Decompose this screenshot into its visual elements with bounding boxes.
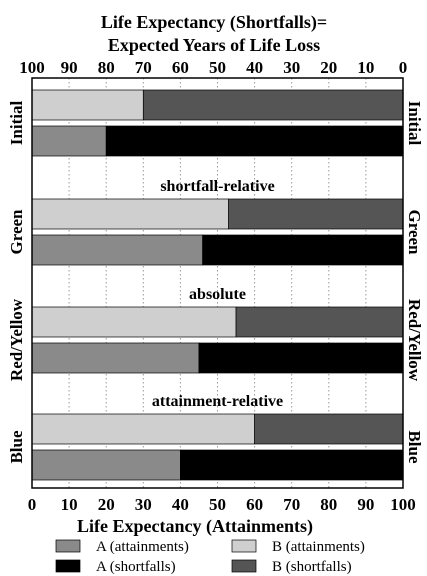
bar-b-attainment xyxy=(31,89,144,121)
group-label-left: Initial xyxy=(7,101,26,146)
group-label-left: Green xyxy=(7,209,26,255)
top-tick-label: 60 xyxy=(172,58,189,77)
bar-b-attainment xyxy=(31,198,229,230)
group-annotation: attainment-relative xyxy=(152,393,283,410)
top-tick-label: 70 xyxy=(135,58,152,77)
bar-b-shortfall xyxy=(142,89,404,121)
top-tick-label: 80 xyxy=(98,58,115,77)
bar-b-attainment xyxy=(31,306,237,338)
bottom-tick-label: 0 xyxy=(28,495,37,514)
legend-swatch xyxy=(55,559,81,573)
bottom-tick-label: 10 xyxy=(61,495,78,514)
chart-title-line-2: Expected Years of Life Loss xyxy=(108,35,320,55)
group-label-left: Red/Yellow xyxy=(7,298,26,381)
bar-a-attainment xyxy=(31,234,204,266)
top-tick-label: 100 xyxy=(19,58,45,77)
top-tick-label: 20 xyxy=(320,58,337,77)
bar-b-shortfall xyxy=(254,413,404,445)
plot-frame xyxy=(31,77,404,489)
bar-a-attainment xyxy=(31,125,107,157)
bar-a-attainment xyxy=(31,449,181,481)
bottom-tick-label: 70 xyxy=(283,495,300,514)
bar-a-shortfall xyxy=(180,449,404,481)
bar-b-attainment xyxy=(31,413,255,445)
bar-a-shortfall xyxy=(202,234,404,266)
group-label-right: Red/Yellow xyxy=(405,299,424,382)
bottom-tick-label: 80 xyxy=(320,495,337,514)
bottom-tick-label: 40 xyxy=(172,495,189,514)
group-annotation: absolute xyxy=(189,286,246,303)
bottom-tick-label: 60 xyxy=(246,495,263,514)
legend: A (attainments) B (attainments) A (shortfa… xyxy=(55,539,365,575)
top-tick-label: 10 xyxy=(357,58,374,77)
legend-label: B (shortfalls) xyxy=(272,559,352,575)
group-annotation: shortfall-relative xyxy=(160,178,274,195)
top-tick-label: 30 xyxy=(283,58,300,77)
legend-swatch xyxy=(231,539,257,553)
group-label-right: Blue xyxy=(405,430,424,464)
bottom-axis-ticks: 0 10 20 30 40 50 60 70 80 90 100 xyxy=(28,495,416,514)
top-tick-label: 90 xyxy=(61,58,78,77)
group-labels: Initial Initial Green Green Red/Yellow Red/Ye… xyxy=(7,101,424,464)
group-label-left: Blue xyxy=(7,430,26,464)
group-label-right: Green xyxy=(405,209,424,255)
top-tick-label: 0 xyxy=(399,58,408,77)
legend-label: B (attainments) xyxy=(272,539,365,555)
bottom-tick-label: 50 xyxy=(209,495,226,514)
bar-a-shortfall xyxy=(198,342,404,374)
legend-swatch xyxy=(55,539,81,553)
legend-swatch xyxy=(231,559,257,573)
legend-label: A (attainments) xyxy=(96,539,189,555)
top-axis-ticks: 100 90 80 70 60 50 40 30 20 10 0 xyxy=(19,58,407,77)
bottom-tick-label: 30 xyxy=(135,495,152,514)
bar-b-shortfall xyxy=(235,306,404,338)
top-tick-label: 50 xyxy=(209,58,226,77)
bar-b-shortfall xyxy=(228,198,404,230)
bottom-tick-label: 90 xyxy=(357,495,374,514)
bottom-tick-label: 20 xyxy=(98,495,115,514)
x-axis-label: Life Expectancy (Attainments) xyxy=(77,516,313,537)
bars-layer xyxy=(31,89,404,481)
bar-a-shortfall xyxy=(105,125,404,157)
group-label-right: Initial xyxy=(405,101,424,146)
annotations-layer: shortfall-relative absolute attainment-rel… xyxy=(152,178,283,410)
legend-label: A (shortfalls) xyxy=(96,559,176,575)
chart-title-line-1: Life Expectancy (Shortfalls)= xyxy=(101,12,327,33)
bottom-tick-label: 100 xyxy=(390,495,416,514)
top-tick-label: 40 xyxy=(246,58,263,77)
bar-a-attainment xyxy=(31,342,200,374)
